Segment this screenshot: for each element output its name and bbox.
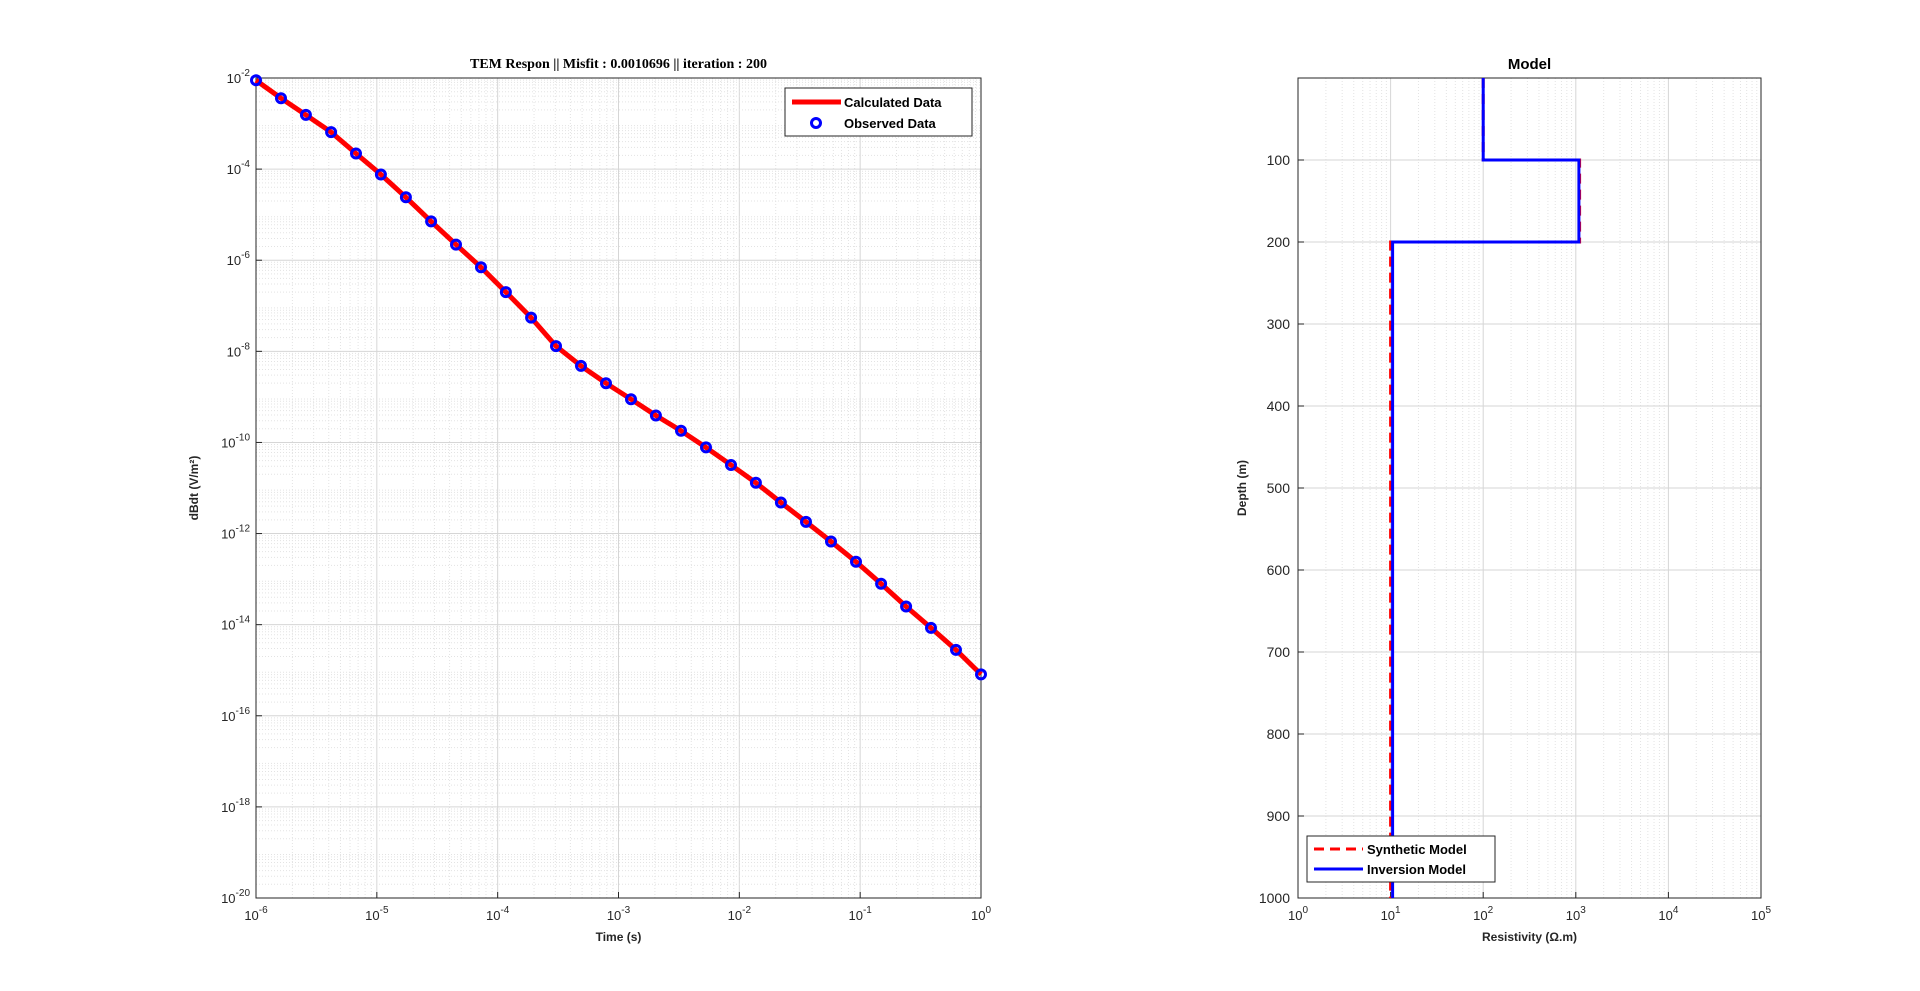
legend-label-calculated: Calculated Data: [844, 95, 942, 110]
data-point-observed: [325, 126, 338, 139]
data-point-observed: [525, 311, 538, 324]
x-tick-label: 10-6: [244, 905, 268, 923]
y-tick-label: 500: [1267, 480, 1291, 496]
data-point-observed: [925, 621, 937, 634]
y-tick-label: 10-10: [221, 432, 250, 450]
x-axis-label-1: Time (s): [596, 930, 642, 944]
x-tick-label: 104: [1658, 905, 1678, 923]
data-point-observed: [749, 476, 762, 489]
data-point-observed: [575, 359, 587, 372]
data-point-observed: [950, 643, 962, 656]
x-tick-label: 102: [1473, 905, 1493, 923]
data-point-observed: [975, 668, 987, 681]
y-tick-label: 400: [1267, 398, 1291, 414]
data-point-observed: [475, 261, 487, 274]
data-point-observed: [875, 577, 888, 590]
y-tick-label: 10-4: [227, 159, 251, 177]
y-axis-label-1: dBdt (V/m²): [187, 456, 201, 521]
y-tick-label: 10-14: [221, 615, 250, 633]
x-tick-label: 105: [1751, 905, 1771, 923]
data-point-observed: [850, 555, 862, 568]
x-tick-label: 10-3: [607, 905, 631, 923]
x-axis-label-2: Resistivity (Ω.m): [1482, 930, 1577, 944]
data-point-observed: [399, 191, 412, 204]
tem-response-chart: 10-6 10-5 10-4 10-3 10-2 10-1 100 10-20 10-18 10-…: [187, 57, 991, 944]
resistivity-model-chart: 100 101 102 103 104 105 100 200 300 400 500 600 700 8…: [1235, 56, 1771, 944]
series-line-inversion-model: [1391, 78, 1581, 898]
data-point-observed: [725, 459, 737, 471]
y-tick-label: 10-2: [227, 68, 251, 86]
grid-1: [255, 77, 982, 899]
y-tick-label: 200: [1267, 234, 1291, 250]
data-point-observed: [350, 147, 362, 160]
data-point-observed: [625, 393, 637, 406]
x-tick-label: 10-5: [365, 905, 389, 923]
legend-label-observed: Observed Data: [844, 116, 937, 131]
y-tick-label: 600: [1267, 562, 1291, 578]
x-tick-label: 10-4: [486, 905, 510, 923]
x-tick-label: 100: [971, 905, 991, 923]
data-point-observed: [275, 92, 287, 105]
y-tick-label: 700: [1267, 644, 1291, 660]
data-point-observed: [649, 409, 662, 422]
chart-title-2: Model: [1508, 56, 1551, 73]
y-tick-label: 10-20: [221, 888, 250, 906]
legend-box-2: [1306, 835, 1496, 883]
data-point-observed: [250, 74, 262, 87]
y-tick-label: 100: [1267, 152, 1291, 168]
data-point-observed: [825, 535, 837, 548]
data-point-observed: [900, 600, 913, 613]
x-tick-label: 103: [1566, 905, 1586, 923]
y-tick-label: 1000: [1259, 890, 1290, 906]
data-point-observed: [774, 496, 787, 509]
x-tick-label: 10-2: [728, 905, 752, 923]
data-point-observed: [550, 340, 562, 353]
legend-label-synthetic: Synthetic Model: [1367, 842, 1467, 857]
y-tick-label: 10-16: [221, 706, 250, 724]
legend-1: Calculated Data Observed Data: [784, 87, 973, 137]
y-axis-label-2: Depth (m): [1235, 460, 1249, 516]
x-tick-label: 10-1: [848, 905, 872, 923]
legend-2: Synthetic Model Inversion Model: [1306, 835, 1496, 883]
y-tick-label: 300: [1267, 316, 1291, 332]
data-point-observed: [499, 286, 512, 299]
legend-label-inversion: Inversion Model: [1367, 862, 1466, 877]
y-tick-label: 10-8: [227, 341, 251, 359]
y-tick-label: 10-18: [221, 797, 250, 815]
legend-swatch-observed: [810, 117, 822, 129]
data-point-observed: [425, 215, 438, 228]
data-point-observed: [675, 424, 687, 437]
x-tick-label: 100: [1288, 905, 1308, 923]
data-point-observed: [374, 168, 387, 181]
data-point-observed: [450, 238, 462, 251]
y-tick-label: 900: [1267, 808, 1291, 824]
data-point-observed: [600, 377, 612, 390]
data-point-observed: [800, 515, 812, 528]
data-point-observed: [299, 108, 312, 121]
y-tick-label: 10-12: [221, 524, 250, 542]
x-tick-label: 101: [1381, 905, 1401, 923]
chart-title-1: TEM Respon || Misfit : 0.0010696 || iter…: [470, 57, 767, 72]
data-point-observed: [700, 441, 712, 454]
y-tick-label: 10-6: [227, 250, 251, 268]
y-tick-label: 800: [1267, 726, 1291, 742]
